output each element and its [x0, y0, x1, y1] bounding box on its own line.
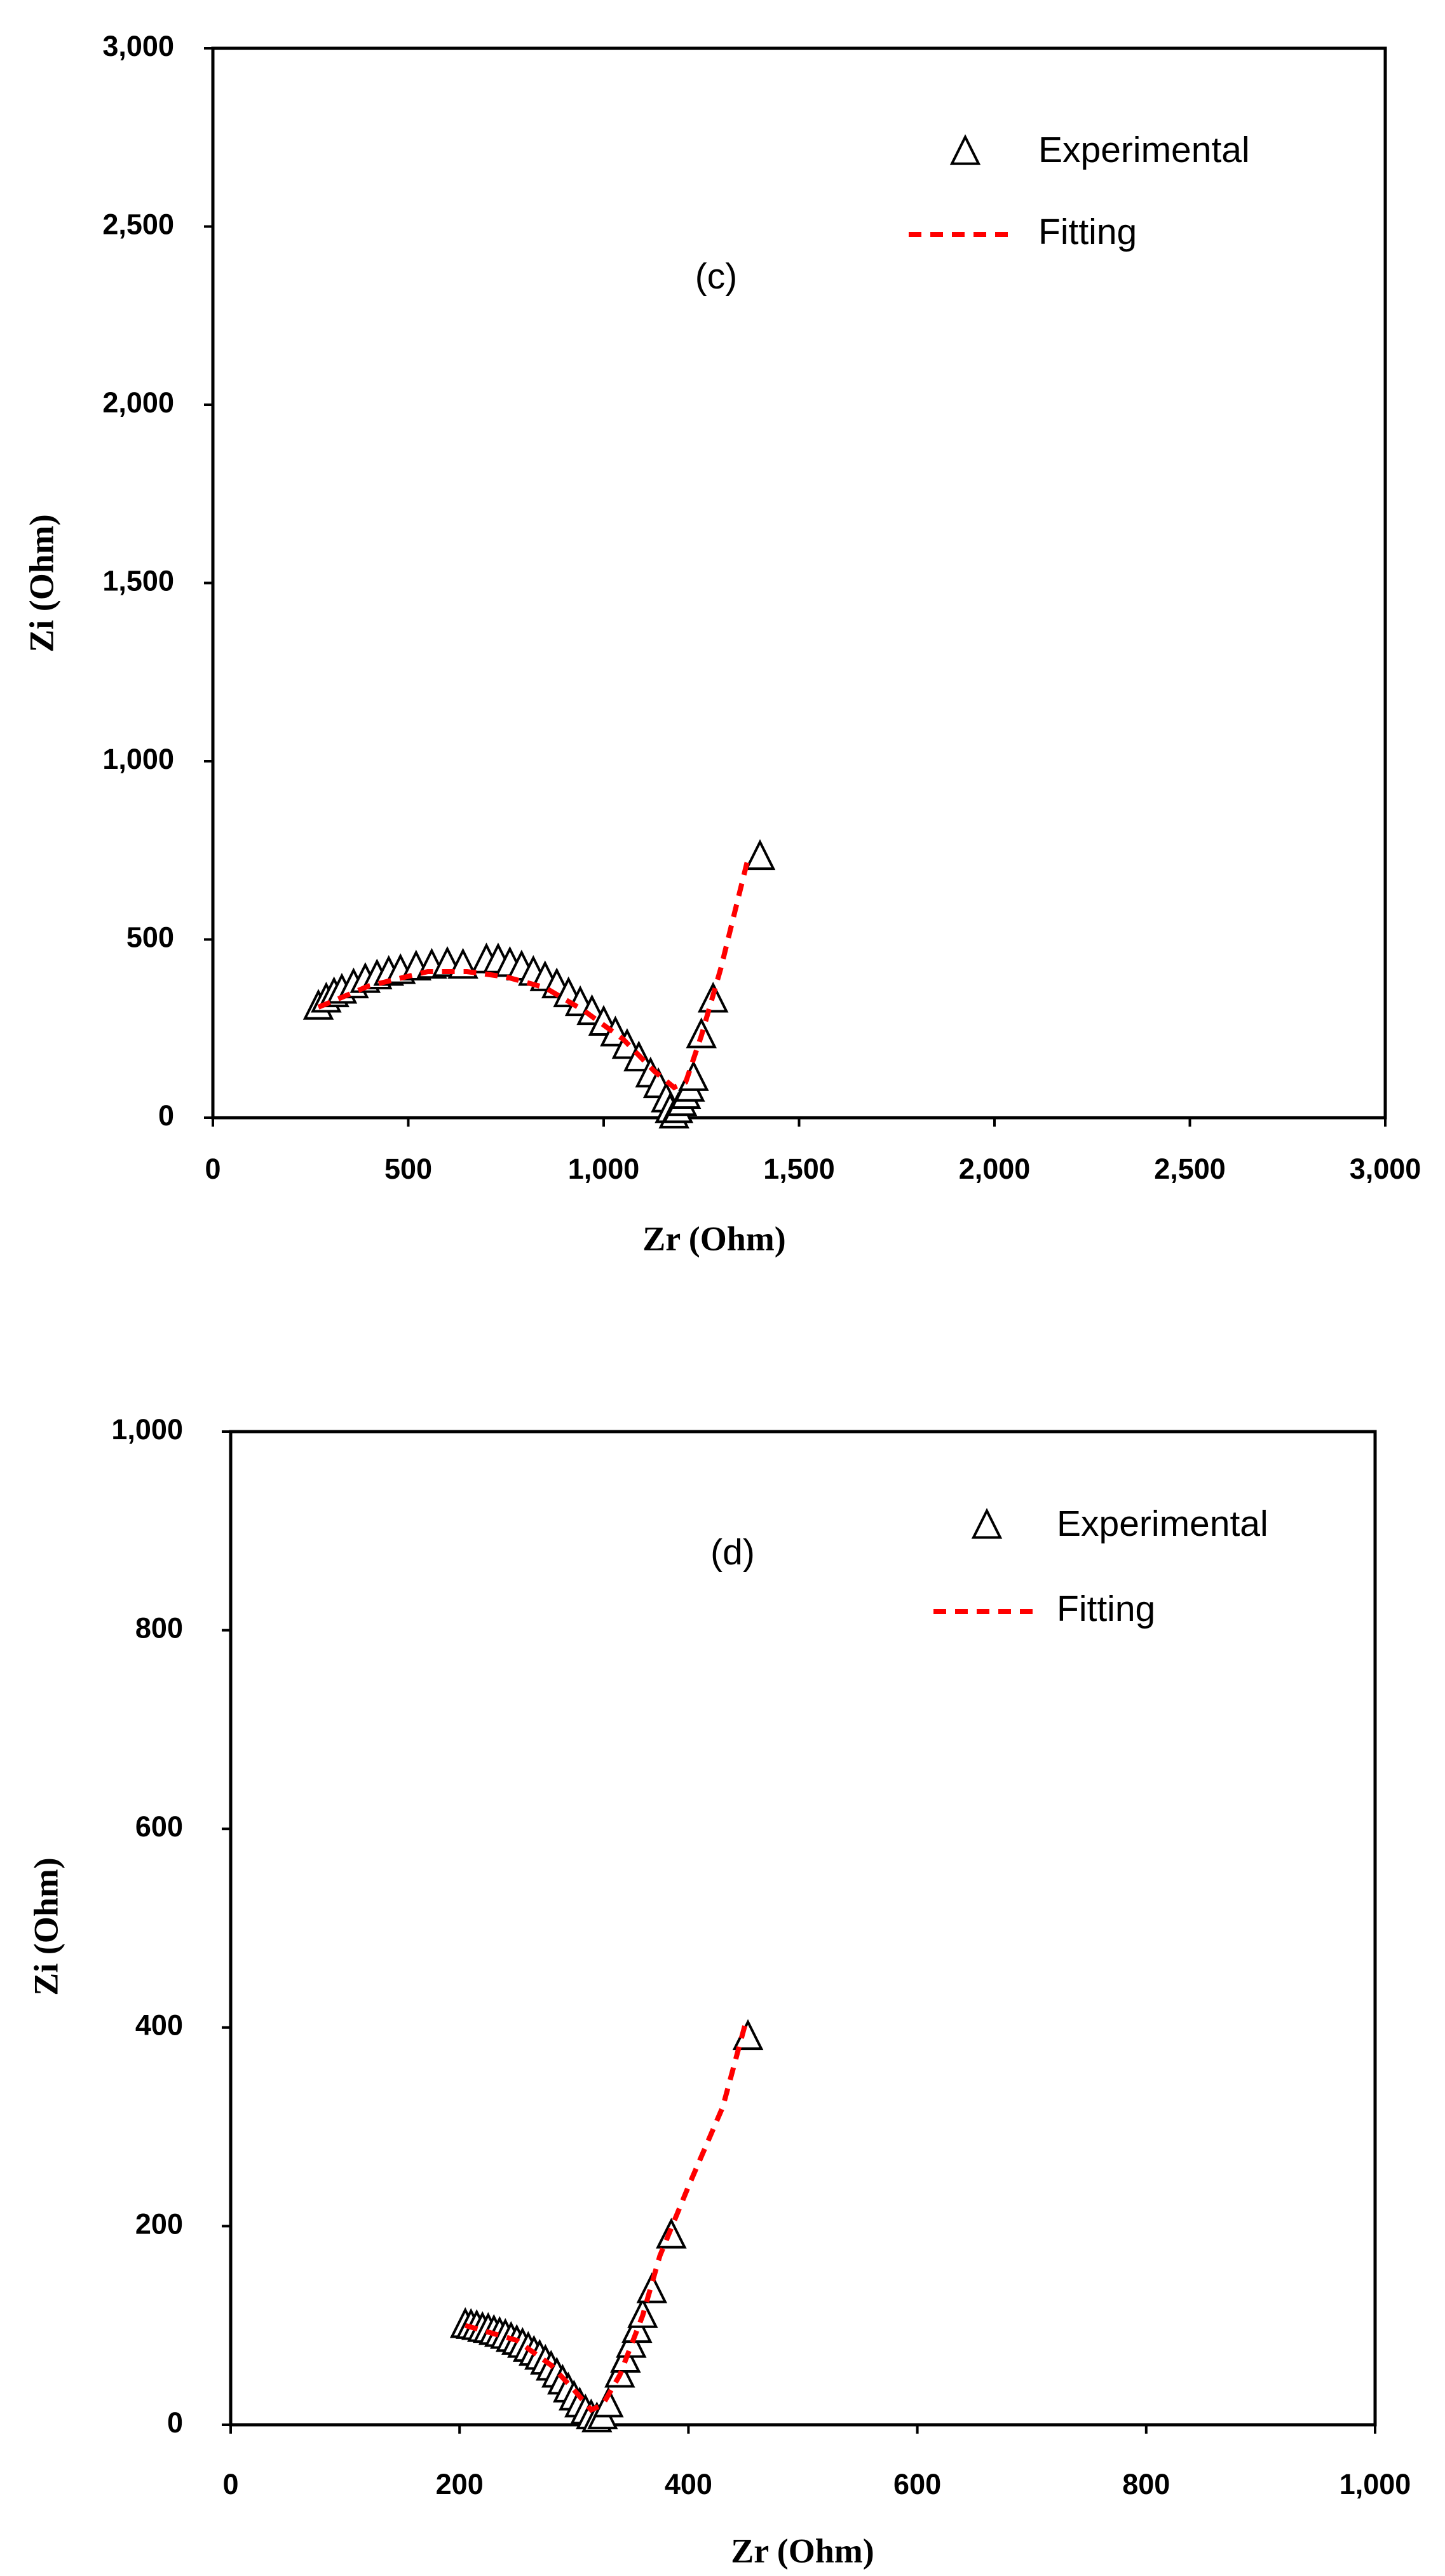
legend-label: Experimental — [1057, 1503, 1268, 1544]
legend-marker — [971, 1508, 1003, 1539]
x-tick-label: 1,000 — [1340, 2468, 1411, 2500]
fit-line — [465, 2021, 749, 2413]
x-tick-label: 200 — [436, 2468, 484, 2500]
data-point — [678, 1060, 709, 1091]
x-tick-label: 500 — [384, 1153, 432, 1185]
y-tick-label: 2,000 — [102, 386, 174, 419]
x-axis-label: Zr (Ohm) — [731, 2532, 874, 2570]
x-axis-label: Zr (Ohm) — [642, 1219, 786, 1257]
data-point — [744, 839, 776, 871]
data-point — [621, 2312, 653, 2343]
y-axis-label: Zi (Ohm) — [22, 514, 60, 653]
y-tick-label: 800 — [135, 1611, 183, 1644]
x-tick-label: 0 — [205, 1153, 220, 1185]
y-tick-label: 1,500 — [102, 564, 174, 597]
data-point — [732, 2019, 764, 2051]
x-tick-label: 400 — [665, 2468, 712, 2500]
data-point — [636, 2272, 668, 2303]
y-tick-label: 3,000 — [102, 30, 174, 62]
annotation: (c) — [695, 256, 737, 297]
y-tick-label: 400 — [135, 2009, 183, 2042]
y-tick-label: 200 — [135, 2207, 183, 2240]
fit-line — [317, 857, 751, 1090]
data-point — [616, 2327, 647, 2358]
x-tick-label: 2,000 — [959, 1153, 1031, 1185]
y-tick-label: 1,000 — [102, 743, 174, 775]
y-tick-label: 0 — [158, 1099, 174, 1132]
x-tick-label: 2,500 — [1154, 1153, 1226, 1185]
x-tick-label: 800 — [1122, 2468, 1170, 2500]
x-tick-label: 1,000 — [568, 1153, 640, 1185]
x-tick-label: 3,000 — [1350, 1153, 1421, 1185]
legend-label: Fitting — [1038, 212, 1137, 252]
x-tick-label: 600 — [893, 2468, 941, 2500]
annotation: (d) — [710, 1532, 755, 1573]
data-point — [593, 2386, 624, 2418]
y-tick-label: 1,000 — [111, 1413, 183, 1446]
legend-label: Experimental — [1038, 130, 1250, 170]
x-tick-label: 1,500 — [763, 1153, 835, 1185]
y-tick-label: 2,500 — [102, 208, 174, 240]
y-axis-label: Zi (Ohm) — [27, 1857, 65, 1996]
y-tick-label: 0 — [167, 2406, 183, 2439]
x-tick-label: 0 — [222, 2468, 238, 2500]
y-tick-label: 600 — [135, 1810, 183, 1843]
y-tick-label: 500 — [126, 921, 174, 953]
legend-label: Fitting — [1057, 1589, 1155, 1629]
plot-frame — [229, 1430, 1377, 2427]
legend-marker — [949, 134, 981, 165]
